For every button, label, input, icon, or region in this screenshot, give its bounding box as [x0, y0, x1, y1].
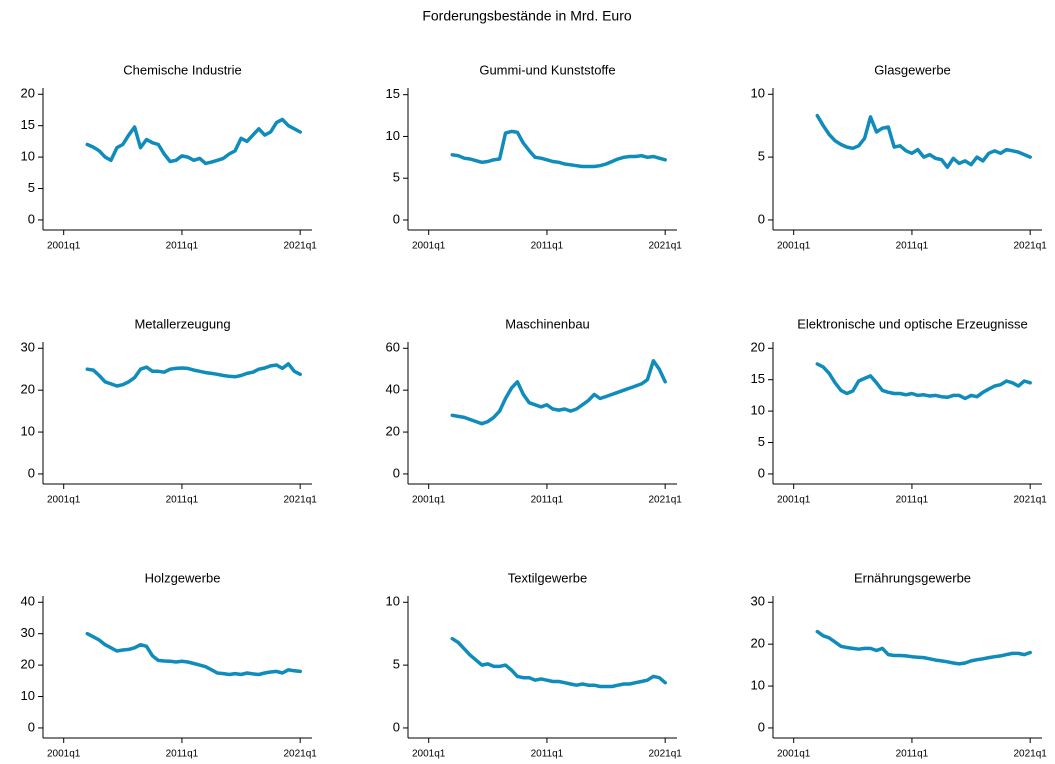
x-tick-label: 2001q1 — [412, 241, 446, 252]
y-tick-label: 30 — [21, 625, 35, 640]
y-tick-label: 15 — [386, 86, 400, 101]
y-tick-label: 20 — [751, 636, 765, 651]
y-tick-label: 10 — [21, 149, 35, 164]
x-tick-label: 2021q1 — [283, 749, 317, 760]
panel-title: Textilgewerbe — [508, 570, 588, 585]
y-tick-label: 0 — [393, 465, 400, 480]
y-tick-label: 30 — [751, 594, 765, 609]
y-tick-label: 0 — [758, 211, 765, 226]
y-tick-label: 0 — [393, 719, 400, 734]
panel-title: Ernährungsgewerbe — [854, 570, 971, 585]
x-tick-label: 2021q1 — [648, 495, 682, 506]
x-tick-label: 2021q1 — [648, 749, 682, 760]
y-tick-label: 0 — [758, 719, 765, 734]
y-tick-label: 10 — [21, 688, 35, 703]
x-tick-label: 2001q1 — [777, 241, 811, 252]
data-line — [85, 631, 302, 677]
y-tick-label: 5 — [758, 434, 765, 449]
x-tick-label: 2021q1 — [283, 495, 317, 506]
chart-title: Forderungsbestände in Mrd. Euro — [422, 8, 632, 24]
y-tick-label: 5 — [758, 149, 765, 164]
y-tick-label: 0 — [28, 719, 35, 734]
x-tick-label: 2011q1 — [531, 495, 564, 506]
y-tick-label: 15 — [751, 371, 765, 386]
x-tick-label: 2001q1 — [777, 495, 811, 506]
x-tick-label: 2011q1 — [166, 495, 199, 506]
x-tick-label: 2011q1 — [166, 241, 199, 252]
y-tick-label: 20 — [751, 340, 765, 355]
data-line — [815, 113, 1032, 169]
y-tick-label: 5 — [28, 180, 35, 195]
x-tick-label: 2021q1 — [283, 241, 317, 252]
data-line — [815, 629, 1032, 666]
data-line — [85, 362, 302, 388]
panel-title: Elektronische und optische Erzeugnisse — [797, 316, 1028, 331]
panel-title: Maschinenbau — [505, 316, 590, 331]
y-tick-label: 20 — [386, 423, 400, 438]
x-tick-label: 2011q1 — [166, 749, 199, 760]
y-tick-label: 30 — [21, 340, 35, 355]
panel-title: Chemische Industrie — [123, 62, 242, 77]
y-tick-label: 10 — [21, 423, 35, 438]
panel-title: Glasgewerbe — [874, 62, 951, 77]
y-tick-label: 40 — [386, 382, 400, 397]
y-tick-label: 20 — [21, 657, 35, 672]
panel-title: Metallerzeugung — [134, 316, 230, 331]
x-tick-label: 2001q1 — [47, 495, 81, 506]
y-tick-label: 0 — [758, 465, 765, 480]
x-tick-label: 2011q1 — [896, 241, 929, 252]
y-tick-label: 5 — [393, 170, 400, 185]
x-tick-label: 2021q1 — [1013, 241, 1047, 252]
y-tick-label: 10 — [386, 594, 400, 609]
x-tick-label: 2021q1 — [1013, 749, 1047, 760]
x-tick-label: 2021q1 — [1013, 495, 1047, 506]
y-tick-label: 10 — [751, 677, 765, 692]
y-tick-label: 0 — [28, 211, 35, 226]
y-tick-label: 10 — [386, 128, 400, 143]
x-tick-label: 2001q1 — [412, 749, 446, 760]
y-tick-label: 20 — [21, 86, 35, 101]
data-line — [85, 117, 302, 166]
x-tick-label: 2001q1 — [47, 241, 81, 252]
data-line — [815, 362, 1032, 401]
x-tick-label: 2001q1 — [777, 749, 811, 760]
y-tick-label: 60 — [386, 340, 400, 355]
y-tick-label: 0 — [393, 211, 400, 226]
x-tick-label: 2021q1 — [648, 241, 682, 252]
panel-title: Gummi-und Kunststoffe — [479, 62, 615, 77]
panel-title: Holzgewerbe — [145, 570, 221, 585]
data-line — [450, 636, 667, 689]
x-tick-label: 2001q1 — [47, 749, 81, 760]
y-tick-label: 20 — [21, 382, 35, 397]
y-tick-label: 15 — [21, 117, 35, 132]
x-tick-label: 2011q1 — [531, 749, 564, 760]
y-tick-label: 10 — [751, 403, 765, 418]
data-line — [450, 359, 667, 426]
data-line — [450, 129, 667, 169]
x-tick-label: 2011q1 — [531, 241, 564, 252]
x-tick-label: 2001q1 — [412, 495, 446, 506]
y-tick-label: 0 — [28, 465, 35, 480]
x-tick-label: 2011q1 — [896, 495, 929, 506]
x-tick-label: 2011q1 — [896, 749, 929, 760]
y-tick-label: 5 — [393, 657, 400, 672]
y-tick-label: 10 — [751, 86, 765, 101]
y-tick-label: 40 — [21, 594, 35, 609]
